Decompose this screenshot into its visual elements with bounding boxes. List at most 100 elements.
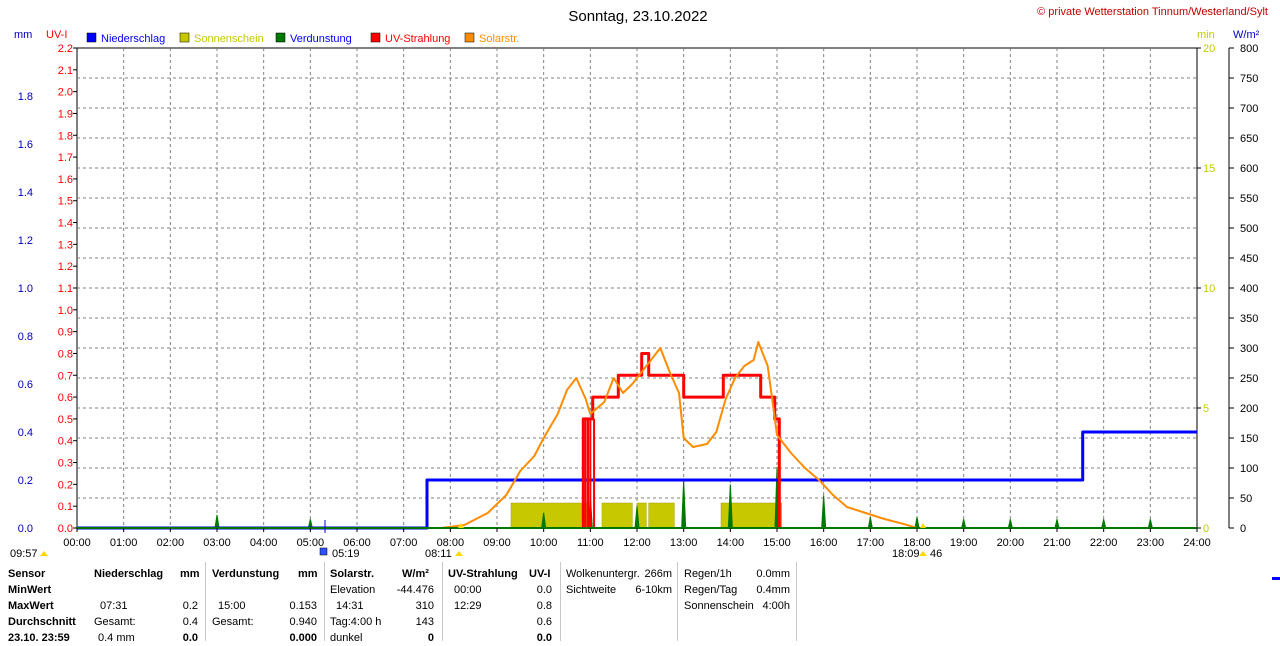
- mm-tick-label: 0.4: [18, 427, 33, 439]
- wm2-tick-label: 50: [1240, 493, 1252, 505]
- uvi-tick-label: 2.1: [58, 65, 73, 77]
- moonrise-time: 05:19: [332, 548, 360, 560]
- solar-column: Solarstr. W/m² Elevation -44.476 14:31 3…: [325, 560, 442, 644]
- uvi-tick-label: 1.4: [58, 218, 73, 230]
- sunrise-time: 08:11: [425, 548, 452, 560]
- uvi-tick-label: 0.7: [58, 370, 73, 382]
- x-tick-label: 09:00: [483, 537, 511, 549]
- rain-total-label: Gesamt:: [94, 616, 136, 628]
- uv-max-time: 12:29: [454, 600, 482, 612]
- uvi-tick-label: 0.5: [58, 414, 73, 426]
- evap-unit: mm: [298, 568, 318, 580]
- x-tick-label: 16:00: [810, 537, 838, 549]
- series-solarstr-: [440, 341, 918, 529]
- mm-tick-label: 0.8: [18, 331, 33, 343]
- uvi-tick-label: 0.2: [58, 479, 73, 491]
- axes: 00:00 01:00 02:00 03:00 04:00 05:00 06:00 07:00…: [18, 43, 1259, 549]
- legend-swatch: [86, 32, 97, 43]
- uv-max-value: 0.8: [536, 600, 552, 612]
- unit-uvi: UV-I: [46, 29, 67, 41]
- legend: Niederschlag Sonnenschein Verdunstung UV-St…: [86, 32, 519, 45]
- solar-dark-label: dunkel: [330, 632, 363, 644]
- wm2-tick-label: 700: [1240, 103, 1258, 115]
- sunset-extra: 46: [930, 548, 942, 560]
- min-tick-label: 5: [1203, 403, 1209, 415]
- uvi-tick-label: 0.1: [58, 501, 73, 513]
- cloud-base-value: 266m: [644, 568, 672, 580]
- wm2-tick-label: 800: [1240, 43, 1258, 55]
- uvi-tick-label: 2.0: [58, 87, 73, 99]
- visibility-value: 6-10km: [635, 584, 672, 596]
- x-tick-label: 03:00: [203, 537, 231, 549]
- solar-day-value: 143: [415, 616, 434, 628]
- rain-day-label: Regen/Tag: [684, 584, 738, 596]
- uvi-tick-label: 1.1: [58, 283, 73, 295]
- evaporation-spike: [1007, 519, 1013, 529]
- evaporation-spike: [727, 484, 733, 529]
- moon-icon: [319, 547, 328, 556]
- sunshine-block: [648, 502, 675, 529]
- sun-marks: 09:57 05:19 08:11 18:09 46: [10, 520, 942, 560]
- sunset-icon: [919, 551, 927, 556]
- uvi-tick-label: 1.8: [58, 130, 73, 142]
- legend-label: Niederschlag: [101, 33, 165, 45]
- mm-tick-label: 1.4: [18, 187, 33, 199]
- uvi-tick-label: 0.0: [58, 523, 73, 535]
- x-tick-label: 07:00: [390, 537, 418, 549]
- x-tick-label: 18:00: [903, 537, 931, 549]
- uvi-tick-label: 0.8: [58, 348, 73, 360]
- mm-tick-label: 0.6: [18, 379, 33, 391]
- sunshine-block: [601, 502, 633, 529]
- solar-unit: W/m²: [402, 568, 429, 580]
- min-tick-label: 0: [1203, 523, 1209, 535]
- uv-min-time: 00:00: [454, 584, 482, 596]
- x-tick-label: 02:00: [157, 537, 185, 549]
- maxwert-label: MaxWert: [8, 600, 54, 612]
- legend-label: Verdunstung: [290, 33, 352, 45]
- uvi-tick-label: 1.3: [58, 239, 73, 251]
- uvi-tick-label: 1.6: [58, 174, 73, 186]
- solar-max-value: 310: [415, 600, 434, 612]
- legend-label: UV-Strahlung: [385, 33, 450, 45]
- evap-max-value: 0.153: [289, 600, 317, 612]
- cloud-column: Wolkenuntergr. 266m Sichtweite 6-10km: [561, 560, 677, 641]
- uvi-tick-label: 1.0: [58, 305, 73, 317]
- min-tick-label: 20: [1203, 43, 1215, 55]
- x-tick-label: 15:00: [763, 537, 791, 549]
- wm2-tick-label: 550: [1240, 193, 1258, 205]
- legend-swatch: [275, 32, 286, 43]
- sunshine-label: Sonnenschein: [684, 600, 754, 612]
- uv-current-value: 0.0: [536, 632, 552, 644]
- uvi-tick-label: 2.2: [58, 43, 73, 55]
- uvi-tick-label: 1.2: [58, 261, 73, 273]
- x-tick-label: 19:00: [950, 537, 978, 549]
- solar-max-time: 14:31: [336, 600, 364, 612]
- x-tick-label: 05:00: [297, 537, 325, 549]
- evap-total-label: Gesamt:: [212, 616, 254, 628]
- mm-tick-label: 1.2: [18, 235, 33, 247]
- legend-label: Sonnenschein: [194, 33, 264, 45]
- wm2-tick-label: 750: [1240, 73, 1258, 85]
- sunset-prev-time: 09:57: [10, 548, 38, 560]
- uv-unit: UV-I: [529, 568, 551, 580]
- solar-day-label: Tag:4:00 h: [330, 616, 382, 628]
- evap-current-value: 0.000: [289, 632, 317, 644]
- rain-current-value: 0.0: [182, 632, 198, 644]
- evaporation-spike: [961, 519, 967, 529]
- solar-elevation-label: Elevation: [330, 584, 376, 596]
- uvi-tick-label: 0.6: [58, 392, 73, 404]
- legend-swatch: [370, 32, 381, 43]
- sunshine-value: 4:00h: [762, 600, 790, 612]
- uv-min-value: 0.0: [536, 584, 552, 596]
- date-label: 23.10. 23:59: [8, 632, 70, 644]
- plot-area: [77, 341, 1197, 530]
- visibility-label: Sichtweite: [566, 584, 617, 596]
- min-tick-label: 15: [1203, 163, 1215, 175]
- rain-current-label: 0.4 mm: [98, 632, 135, 644]
- rain-max-time: 07:31: [100, 600, 128, 612]
- rain-unit: mm: [180, 568, 200, 580]
- x-tick-label: 17:00: [857, 537, 885, 549]
- sensor-header: Sensor: [8, 568, 46, 580]
- x-tick-label: 08:00: [437, 537, 465, 549]
- x-tick-label: 00:00: [63, 537, 91, 549]
